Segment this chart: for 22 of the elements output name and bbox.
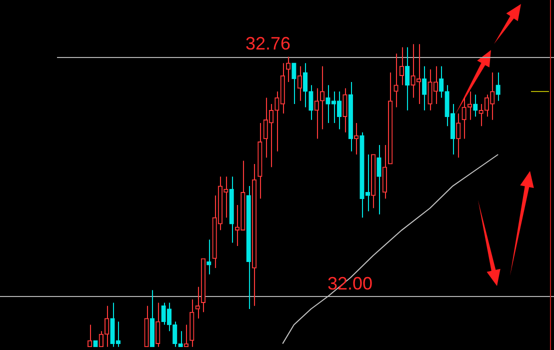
candlestick <box>286 56 291 82</box>
candlestick <box>405 46 410 111</box>
ref-line-label: 32.76 <box>245 34 291 54</box>
candlestick <box>394 53 398 108</box>
candlestick <box>88 324 92 348</box>
candlestick <box>320 66 325 130</box>
candlestick <box>297 66 302 102</box>
candlestick <box>302 62 308 108</box>
candlestick <box>399 46 404 86</box>
candlestick <box>376 144 382 215</box>
candlestick <box>308 84 314 120</box>
candlestick <box>422 66 427 111</box>
candlestick <box>496 72 500 102</box>
candlestick <box>473 94 478 118</box>
candlestick <box>342 88 348 133</box>
candlestick <box>382 144 388 200</box>
candlestick <box>456 113 461 158</box>
candlestick <box>156 302 160 348</box>
candlestick <box>439 66 444 98</box>
candlestick <box>314 88 319 140</box>
candlestick <box>195 286 200 319</box>
candlestick <box>292 62 296 105</box>
